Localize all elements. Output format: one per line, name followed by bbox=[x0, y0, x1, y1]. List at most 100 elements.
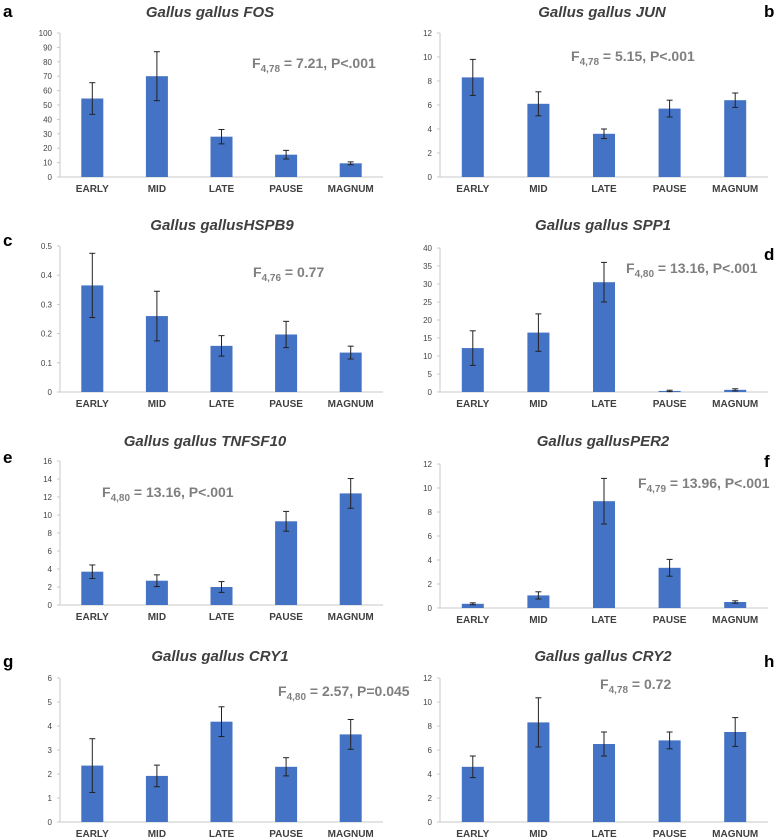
stat-prefix: F bbox=[278, 683, 287, 699]
chart-title: Gallus gallusHSPB9 bbox=[150, 217, 294, 234]
y-tick-label: 10 bbox=[43, 159, 52, 168]
bar-mid bbox=[145, 76, 168, 177]
y-tick-label: 6 bbox=[428, 101, 433, 110]
y-tick-label: 6 bbox=[428, 746, 433, 755]
stat-subscript: 4,80 bbox=[111, 493, 131, 504]
y-tick-label: 35 bbox=[423, 262, 432, 271]
chart-title-species: Gallus gallus bbox=[151, 648, 249, 665]
bar-pause bbox=[275, 766, 298, 822]
stat-annotation: F4,80 = 2.57, P=0.045 bbox=[278, 683, 410, 703]
x-tick-label: EARLY bbox=[76, 184, 109, 195]
x-tick-label: EARLY bbox=[76, 399, 109, 410]
x-tick-label: PAUSE bbox=[269, 612, 303, 623]
y-tick-label: 60 bbox=[43, 87, 52, 96]
stat-subscript: 4,78 bbox=[261, 64, 281, 75]
panel-label: g bbox=[3, 652, 13, 671]
y-tick-label: 10 bbox=[43, 511, 52, 520]
bar-pause bbox=[658, 740, 681, 822]
x-tick-label: LATE bbox=[591, 399, 617, 410]
chart-title: Gallus gallus CRY2 bbox=[534, 648, 672, 665]
stat-prefix: F bbox=[102, 484, 111, 500]
y-tick-label: 8 bbox=[428, 722, 433, 731]
y-tick-label: 6 bbox=[428, 532, 433, 541]
stat-subscript: 4,78 bbox=[580, 57, 600, 68]
x-tick-label: LATE bbox=[591, 184, 617, 195]
chart-panel-c: c Gallus gallusHSPB9 0 0.1 0.2 0.3 0.4 0.5 EARLY… bbox=[3, 217, 383, 410]
y-tick-label: 6 bbox=[48, 547, 53, 556]
x-tick-label: LATE bbox=[209, 184, 235, 195]
y-tick-label: 3 bbox=[48, 746, 53, 755]
stat-text: = 2.57, P=0.045 bbox=[306, 683, 410, 699]
bar-pause bbox=[658, 567, 681, 608]
panel-label: d bbox=[764, 245, 774, 264]
stat-text: = 5.15, P<.001 bbox=[599, 48, 695, 64]
chart-title-species: Gallus gallus bbox=[534, 648, 632, 665]
y-tick-label: 2 bbox=[428, 149, 433, 158]
x-tick-label: MAGNUM bbox=[328, 184, 374, 195]
y-tick-label: 40 bbox=[423, 244, 432, 253]
y-tick-label: 0 bbox=[48, 173, 53, 182]
x-tick-label: LATE bbox=[209, 829, 235, 840]
bar-mid bbox=[527, 595, 550, 608]
y-tick-label: 0 bbox=[48, 601, 53, 610]
chart-title-species: Gallus gallus bbox=[538, 4, 636, 21]
bar-late bbox=[593, 282, 615, 392]
stat-annotation: F4,78 = 7.21, P<.001 bbox=[252, 55, 376, 75]
y-tick-label: 4 bbox=[428, 770, 433, 779]
bar-mid bbox=[527, 722, 550, 822]
bar-early bbox=[461, 348, 484, 392]
x-tick-label: PAUSE bbox=[653, 184, 687, 195]
x-tick-label: MAGNUM bbox=[712, 615, 758, 626]
stat-prefix: F bbox=[626, 260, 635, 276]
x-tick-label: LATE bbox=[209, 612, 235, 623]
stat-annotation: F4,80 = 13.16, P<.001 bbox=[626, 260, 758, 280]
bar-mid bbox=[145, 775, 168, 822]
chart-panel-f: f Gallus gallusPER2 0 2 4 6 8 10 12 EARLY MID LATE P… bbox=[423, 433, 770, 626]
y-tick-label: 30 bbox=[423, 280, 432, 289]
bar-magnum bbox=[724, 732, 747, 822]
y-tick-label: 2 bbox=[48, 770, 53, 779]
y-tick-label: 4 bbox=[428, 556, 433, 565]
stat-text: = 13.16, P<.001 bbox=[130, 484, 234, 500]
chart-title-gene: PER2 bbox=[630, 433, 670, 450]
y-tick-label: 12 bbox=[423, 460, 432, 469]
stat-annotation: F4,78 = 0.72 bbox=[600, 676, 671, 696]
y-tick-label: 0 bbox=[428, 604, 433, 613]
chart-title-species: Gallus gallus bbox=[124, 433, 222, 450]
y-tick-label: 0 bbox=[428, 388, 433, 397]
x-tick-label: EARLY bbox=[456, 615, 489, 626]
y-tick-label: 20 bbox=[43, 144, 52, 153]
stat-subscript: 4,78 bbox=[609, 685, 629, 696]
x-tick-label: PAUSE bbox=[269, 399, 303, 410]
y-tick-label: 15 bbox=[423, 334, 432, 343]
x-tick-label: EARLY bbox=[76, 612, 109, 623]
stat-subscript: 4,80 bbox=[287, 692, 307, 703]
x-tick-label: EARLY bbox=[456, 184, 489, 195]
chart-title: Gallus gallus SPP1 bbox=[535, 217, 671, 234]
x-tick-label: MID bbox=[148, 612, 166, 623]
y-tick-label: 12 bbox=[423, 674, 432, 683]
chart-panel-a: a Gallus gallus FOS 0 10 20 30 40 50 60 70 80 90 100… bbox=[3, 2, 383, 195]
x-tick-label: PAUSE bbox=[653, 829, 687, 840]
stat-subscript: 4,79 bbox=[647, 484, 667, 495]
chart-title: Gallus gallus CRY1 bbox=[151, 648, 288, 665]
x-tick-label: LATE bbox=[591, 615, 617, 626]
y-tick-label: 0.5 bbox=[41, 242, 53, 251]
stat-text: = 13.16, P<.001 bbox=[654, 260, 758, 276]
chart-title: Gallus gallusPER2 bbox=[537, 433, 670, 450]
stat-text: = 0.77 bbox=[281, 264, 324, 280]
y-tick-label: 8 bbox=[428, 508, 433, 517]
y-tick-label: 4 bbox=[48, 722, 53, 731]
panel-label: e bbox=[3, 448, 12, 467]
chart-panel-h: h Gallus gallus CRY2 0 2 4 6 8 10 12 EARLY MID LATE… bbox=[423, 648, 774, 840]
stat-text: = 7.21, P<.001 bbox=[280, 55, 376, 71]
x-tick-label: MID bbox=[148, 184, 166, 195]
chart-title: Gallus gallus FOS bbox=[146, 4, 274, 21]
chart-title-species: Gallus gallus bbox=[150, 217, 243, 234]
panel-label: b bbox=[764, 2, 774, 21]
bar-early bbox=[461, 766, 484, 822]
y-tick-label: 0 bbox=[48, 388, 53, 397]
chart-title-gene: FOS bbox=[243, 4, 274, 21]
chart-title-species: Gallus gallus bbox=[146, 4, 244, 21]
